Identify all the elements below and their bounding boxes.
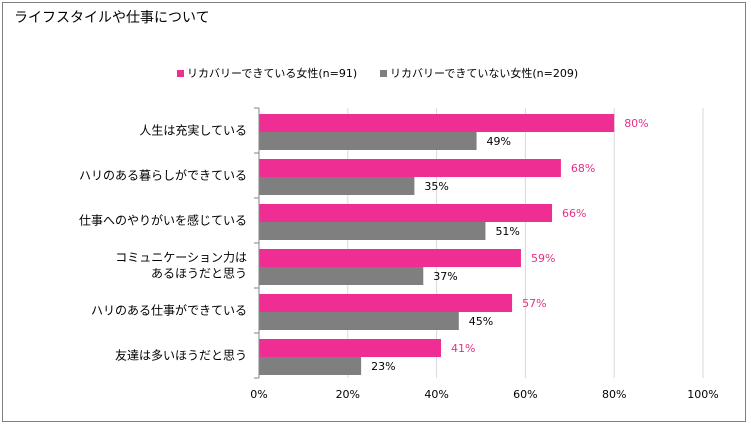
category-label-0: 人生は充実している — [139, 123, 247, 138]
category-label-2: 仕事へのやりがいを感じている — [79, 213, 247, 228]
data-label-series-b-4: 45% — [469, 315, 493, 328]
category-label-5: 友達は多いほうだと思う — [115, 349, 247, 363]
legend-swatch-1 — [380, 70, 387, 77]
bar-series-a-4 — [259, 294, 513, 312]
x-tick-label-20: 20% — [336, 388, 360, 401]
category-label-3: コミュニケーション力は — [115, 251, 247, 265]
data-label-series-b-0: 49% — [487, 135, 511, 148]
chart-title: ライフスタイルや仕事について — [14, 10, 210, 26]
bars — [259, 114, 615, 375]
category-label-1: ハリのある暮らしができている — [79, 168, 247, 183]
category-label-3: あるほうだと思う — [151, 267, 247, 281]
legend-swatch-0 — [177, 70, 184, 77]
data-label-series-a-1: 68% — [571, 162, 595, 175]
grid-lines — [347, 108, 704, 378]
bar-series-a-5 — [259, 339, 442, 357]
legend-label-0: リカバリーできている女性(n=91) — [187, 66, 357, 80]
data-label-series-a-2: 66% — [562, 207, 586, 220]
bar-series-b-0 — [259, 132, 477, 150]
x-tick-label-60: 60% — [513, 388, 537, 401]
bar-series-a-3 — [259, 249, 521, 267]
bar-series-a-0 — [259, 114, 615, 132]
data-label-series-a-0: 80% — [624, 117, 648, 130]
bar-series-b-1 — [259, 177, 415, 195]
bar-series-b-4 — [259, 312, 459, 330]
bar-series-a-1 — [259, 159, 561, 177]
x-tick-label-80: 80% — [602, 388, 626, 401]
bar-series-b-5 — [259, 357, 362, 375]
data-label-series-a-5: 41% — [451, 342, 475, 355]
axes: 0% 20% 40% 60% 80% 100% — [250, 107, 719, 401]
x-tick-label-0: 0% — [250, 388, 267, 401]
category-label-4: ハリのある仕事ができている — [91, 303, 247, 318]
bar-series-b-2 — [259, 222, 486, 240]
data-label-series-b-2: 51% — [495, 225, 519, 238]
x-tick-label-40: 40% — [424, 388, 448, 401]
data-label-series-a-3: 59% — [531, 252, 555, 265]
x-tick-label-100: 100% — [687, 388, 718, 401]
data-label-series-b-3: 37% — [433, 270, 457, 283]
data-label-series-b-1: 35% — [424, 180, 448, 193]
legend-label-1: リカバリーできていない女性(n=209) — [390, 66, 578, 80]
bar-series-b-3 — [259, 267, 424, 285]
labels: 80% 49% 人生は充実している 68% 35% ハリのある暮らしができている 66% 51… — [79, 117, 649, 373]
data-label-series-b-5: 23% — [371, 360, 395, 373]
bar-series-a-2 — [259, 204, 553, 222]
legend: リカバリーできている女性(n=91) リカバリーできていない女性(n=209) — [177, 66, 578, 80]
data-label-series-a-4: 57% — [522, 297, 546, 310]
